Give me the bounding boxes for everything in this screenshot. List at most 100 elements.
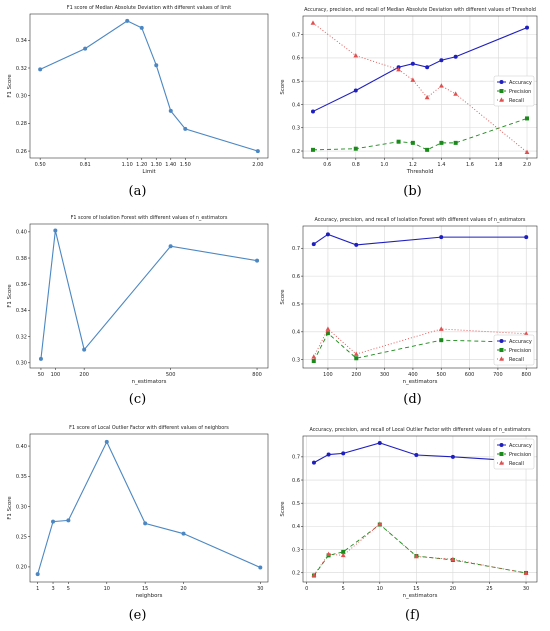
legend-marker <box>499 452 504 456</box>
y-tick-label: 0.5 <box>292 302 300 308</box>
chart-c: F1 score of Isolation Forest with differ… <box>7 215 269 385</box>
data-point <box>377 521 383 526</box>
data-point <box>425 147 430 152</box>
y-tick-label: 0.4 <box>292 102 300 108</box>
x-tick-label: 0.50 <box>35 162 46 168</box>
data-point <box>341 549 346 554</box>
data-point <box>410 77 416 82</box>
data-point <box>258 565 263 570</box>
y-tick-label: 0.3 <box>292 547 300 553</box>
y-tick-label: 0.4 <box>292 524 300 530</box>
plot-frame <box>302 435 538 583</box>
data-point <box>424 94 430 100</box>
x-axis-label: n_estimators <box>403 593 438 599</box>
chart-title: Accuracy, precision, and recall of Isola… <box>315 217 526 223</box>
x-tick-label: 30 <box>257 586 263 592</box>
data-point <box>310 109 315 114</box>
data-point <box>396 139 401 144</box>
y-axis-label: Score <box>280 289 286 305</box>
data-point <box>83 46 88 51</box>
legend-marker <box>499 443 504 447</box>
x-axis-label: n_estimators <box>132 379 167 385</box>
data-point <box>439 140 444 145</box>
series-line <box>313 523 527 576</box>
plot-frame <box>29 223 269 369</box>
y-tick-label: 0.25 <box>16 534 27 540</box>
chart-panel-e: F1 score of Local Outlier Factor with di… <box>0 420 275 604</box>
legend: Accuracy Precision Recall <box>493 75 535 107</box>
x-tick-label: 10 <box>104 586 110 592</box>
x-tick-label: 1.2 <box>409 162 417 168</box>
x-tick-label: 1.4 <box>437 162 445 168</box>
chart-b: Accuracy, precision, and recall of Media… <box>280 7 538 175</box>
data-point <box>311 359 316 364</box>
data-point <box>311 242 316 247</box>
legend-label: Precision <box>509 89 531 95</box>
y-tick-label: 0.6 <box>292 478 300 484</box>
y-tick-label: 0.30 <box>16 361 27 367</box>
data-point <box>139 25 144 30</box>
y-axis-label: Score <box>280 79 286 95</box>
data-point <box>143 521 148 526</box>
legend: Accuracy Precision Recall <box>493 438 535 470</box>
data-point <box>453 140 458 145</box>
series-line <box>312 27 528 112</box>
plot-frame <box>29 13 269 159</box>
legend-marker <box>499 89 504 93</box>
x-tick-label: 0 <box>305 586 308 592</box>
plot-frame <box>302 15 538 159</box>
series-line <box>40 230 258 359</box>
x-tick-label: 500 <box>436 372 446 378</box>
x-tick-label: 1 <box>36 586 39 592</box>
data-point <box>310 147 315 152</box>
series-line <box>313 233 527 246</box>
y-tick-label: 0.28 <box>16 121 27 127</box>
x-axis-label: Threshold <box>406 169 434 175</box>
series-line <box>313 332 527 362</box>
plot-frame <box>29 433 269 583</box>
data-point <box>453 54 458 59</box>
y-tick-label: 0.34 <box>16 38 27 44</box>
chart-panel-a: F1 score of Median Absolute Deviation wi… <box>0 0 275 180</box>
legend-label: Accuracy <box>509 443 532 449</box>
y-axis-label: F1 Score <box>7 74 13 98</box>
series-line <box>312 118 528 151</box>
data-point <box>325 331 330 336</box>
x-tick-label: 400 <box>408 372 418 378</box>
data-point <box>525 116 530 121</box>
data-point <box>396 66 401 72</box>
x-tick-label: 1.40 <box>165 162 176 168</box>
chart-panel-d: Accuracy, precision, and recall of Isola… <box>275 210 550 390</box>
x-tick-label: 1.10 <box>122 162 133 168</box>
legend-label: Precision <box>509 452 531 458</box>
legend-label: Accuracy <box>509 80 532 86</box>
y-tick-label: 0.5 <box>292 79 300 85</box>
x-tick-label: 600 <box>465 372 475 378</box>
x-tick-label: 1.8 <box>494 162 502 168</box>
legend-label: Recall <box>509 461 524 467</box>
data-point <box>82 347 87 352</box>
data-point <box>354 242 359 247</box>
legend-marker <box>499 348 504 352</box>
data-point <box>410 61 415 66</box>
x-tick-label: 10 <box>377 586 383 592</box>
y-tick-label: 0.3 <box>292 126 300 132</box>
y-tick-label: 0.35 <box>16 474 27 480</box>
chart-title: Accuracy, precision, and recall of Local… <box>309 427 530 433</box>
y-tick-label: 0.30 <box>16 93 27 99</box>
x-tick-label: 800 <box>521 372 531 378</box>
data-point <box>255 149 260 154</box>
data-point <box>38 356 43 361</box>
x-tick-label: 0.6 <box>323 162 331 168</box>
chart-d: Accuracy, precision, and recall of Isola… <box>280 217 538 385</box>
data-point <box>410 140 415 145</box>
x-tick-label: 200 <box>351 372 361 378</box>
x-tick-label: 100 <box>51 372 61 378</box>
x-tick-label: 20 <box>180 586 186 592</box>
y-tick-label: 0.2 <box>292 571 300 577</box>
x-tick-label: 500 <box>166 372 176 378</box>
y-tick-label: 0.7 <box>292 246 300 252</box>
y-tick-label: 0.7 <box>292 32 300 38</box>
data-point <box>51 519 56 524</box>
y-tick-label: 0.38 <box>16 256 27 262</box>
